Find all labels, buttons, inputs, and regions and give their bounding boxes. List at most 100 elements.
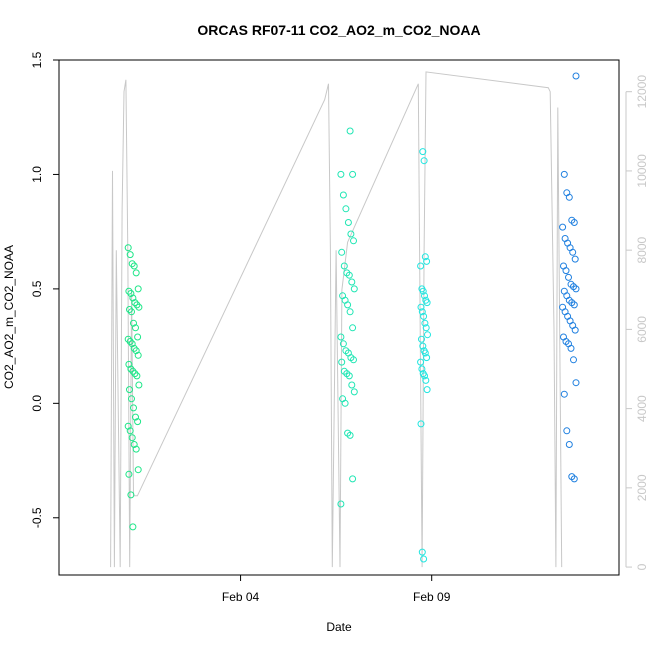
data-point — [421, 372, 428, 380]
right-tick-label: 10000 — [635, 154, 649, 188]
data-point — [132, 445, 140, 453]
data-point — [346, 308, 354, 316]
data-point — [337, 170, 345, 178]
data-point — [337, 333, 345, 341]
y-axis: -0.5 0.0 0.5 1.0 1.5 — [30, 51, 59, 528]
data-point — [350, 285, 358, 293]
data-point — [338, 248, 346, 256]
data-point — [562, 267, 570, 275]
data-point — [125, 287, 133, 295]
data-point — [565, 193, 573, 201]
data-point — [126, 427, 134, 435]
data-point — [423, 299, 431, 307]
right-tick-label: 8000 — [635, 236, 649, 263]
data-point — [128, 340, 136, 348]
data-point — [418, 335, 425, 343]
data-point — [559, 223, 567, 231]
data-point — [421, 319, 429, 327]
data-point — [126, 386, 133, 394]
right-tick-label: 2000 — [635, 474, 649, 501]
data-point — [124, 422, 132, 430]
data-point — [418, 548, 426, 556]
data-point — [134, 351, 142, 359]
data-point — [124, 335, 132, 343]
data-point — [126, 251, 134, 259]
data-point — [571, 326, 579, 334]
data-point — [417, 262, 425, 270]
data-point — [422, 376, 430, 384]
altitude-line-layer — [110, 71, 563, 568]
x-axis-label: Date — [326, 620, 352, 634]
data-point — [131, 370, 139, 378]
data-point — [569, 248, 577, 256]
data-point — [565, 273, 572, 281]
data-point — [126, 306, 133, 313]
data-point — [423, 354, 431, 362]
data-point — [420, 157, 428, 165]
y-tick-label: 0.0 — [30, 395, 44, 412]
data-point — [421, 349, 429, 357]
data-point — [571, 255, 579, 263]
data-point — [132, 269, 140, 277]
data-point — [128, 434, 136, 442]
data-point — [127, 365, 135, 373]
data-point — [339, 191, 347, 199]
data-point — [346, 431, 354, 439]
data-point — [421, 292, 428, 300]
chart-title: ORCAS RF07-11 CO2_AO2_m_CO2_NOAA — [197, 22, 480, 38]
data-point — [125, 470, 133, 478]
data-point — [563, 427, 571, 435]
data-point — [350, 356, 357, 364]
data-point — [570, 301, 578, 309]
y-tick-label: 1.5 — [30, 51, 44, 68]
data-point — [423, 386, 431, 394]
data-point — [350, 388, 358, 396]
altitude-line — [110, 71, 563, 568]
data-point — [130, 319, 137, 327]
data-point — [128, 308, 135, 316]
data-point — [135, 381, 143, 389]
data-point — [572, 285, 580, 293]
data-point — [130, 344, 138, 352]
data-point — [126, 338, 134, 345]
right-tick-label: 12000 — [635, 75, 649, 109]
data-point — [417, 358, 425, 366]
data-point — [570, 219, 578, 226]
data-point — [131, 299, 139, 307]
data-point — [134, 285, 142, 293]
data-point — [130, 262, 138, 270]
y-tick-label: 0.5 — [30, 280, 44, 297]
data-point — [134, 333, 142, 341]
data-point — [417, 420, 425, 428]
data-point — [418, 365, 426, 373]
data-point — [134, 418, 142, 426]
plot-frame — [58, 59, 620, 576]
data-point — [130, 404, 137, 412]
right-tick-label: 0 — [635, 563, 649, 570]
data-point — [133, 301, 141, 309]
x-tick-label: Feb 04 — [222, 590, 260, 604]
data-point — [418, 308, 426, 316]
data-point — [135, 303, 143, 311]
data-point — [129, 294, 137, 302]
data-point — [130, 441, 138, 448]
data-point — [422, 324, 430, 332]
data-point — [572, 379, 580, 387]
data-point — [124, 244, 132, 252]
data-point — [419, 287, 427, 295]
data-point — [567, 344, 575, 352]
data-point — [134, 466, 142, 474]
data-point — [342, 205, 350, 213]
data-point — [349, 475, 357, 483]
data-point — [129, 367, 137, 375]
data-point — [132, 413, 139, 421]
data-point — [424, 331, 431, 339]
data-point — [345, 372, 353, 380]
data-point — [339, 340, 347, 348]
x-axis: Feb 04 Feb 09 — [222, 575, 451, 604]
data-point — [349, 324, 357, 332]
data-point — [349, 170, 357, 178]
data-point — [347, 230, 355, 238]
